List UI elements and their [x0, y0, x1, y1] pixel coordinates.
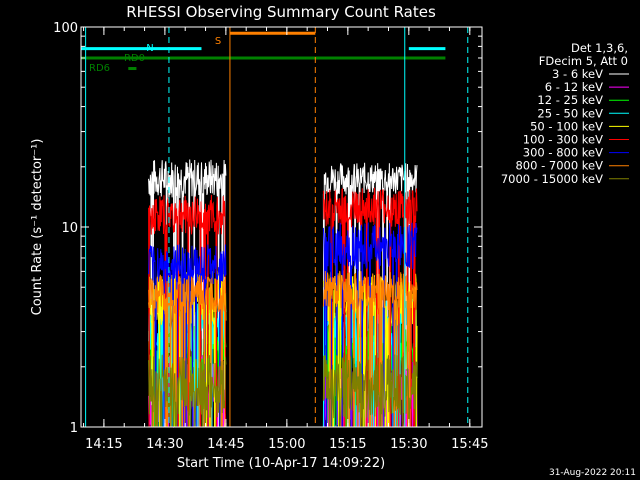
flag-layer: N S RD0 RD6 — [81, 31, 446, 74]
y-axis-label: Count Rate (s⁻¹ detector⁻¹) — [30, 139, 45, 316]
legend-entry-2: 12 - 25 keV — [537, 93, 603, 107]
flag-rd0-label: RD0 — [124, 53, 145, 64]
legend-entry-4: 50 - 100 keV — [530, 119, 603, 133]
y-tick-label-1: 10 — [61, 221, 78, 236]
data-layer — [148, 159, 418, 428]
legend-entry-1: 6 - 12 keV — [545, 80, 603, 94]
marker-layer — [85, 27, 469, 427]
series-0-segment-0 — [148, 159, 227, 428]
chart-title: RHESSI Observing Summary Count Rates — [126, 3, 436, 21]
legend-header-0: Det 1,3,6, — [571, 41, 628, 55]
x-tick-label-1: 14:30 — [146, 437, 183, 452]
series-7-segment-0 — [148, 274, 227, 428]
x-tick-label-5: 15:30 — [390, 437, 427, 452]
x-axis-label: Start Time (10-Apr-17 14:09:22) — [177, 456, 385, 471]
legend-entry-3: 25 - 50 keV — [537, 106, 603, 120]
legend-entry-0: 3 - 6 keV — [552, 67, 603, 81]
series-0-segment-1 — [322, 162, 418, 428]
flag-s-label: S — [215, 36, 221, 47]
series-6-segment-0 — [148, 244, 227, 428]
date-stamp: 31-Aug-2022 20:11 — [549, 468, 636, 478]
series-8-segment-0 — [148, 354, 227, 428]
series-8-segment-1 — [322, 354, 418, 428]
x-tick-label-2: 14:45 — [207, 437, 244, 452]
y-tick-label-2: 100 — [53, 21, 78, 36]
y-tick-label-0: 1 — [70, 421, 78, 436]
legend-entry-7: 800 - 7000 keV — [515, 159, 603, 173]
x-tick-label-4: 15:15 — [329, 437, 366, 452]
x-tick-label-6: 15:45 — [451, 437, 488, 452]
flag-n-label: N — [146, 43, 153, 54]
x-tick-label-0: 14:15 — [85, 437, 122, 452]
legend-entry-6: 300 - 800 keV — [523, 146, 603, 160]
axis-layer: 14:15 14:30 14:45 15:00 15:15 15:30 15:45 1 10 10… — [53, 21, 488, 452]
x-tick-label-3: 15:00 — [268, 437, 305, 452]
series-7-segment-1 — [322, 270, 418, 428]
series-5-segment-0 — [148, 194, 226, 428]
series-5-segment-1 — [322, 187, 418, 428]
flag-rd6-label: RD6 — [89, 63, 110, 74]
legend-entry-8: 7000 - 15000 keV — [501, 172, 603, 186]
legend-entry-5: 100 - 300 keV — [523, 133, 603, 147]
legend-header-1: FDecim 5, Att 0 — [539, 54, 628, 68]
